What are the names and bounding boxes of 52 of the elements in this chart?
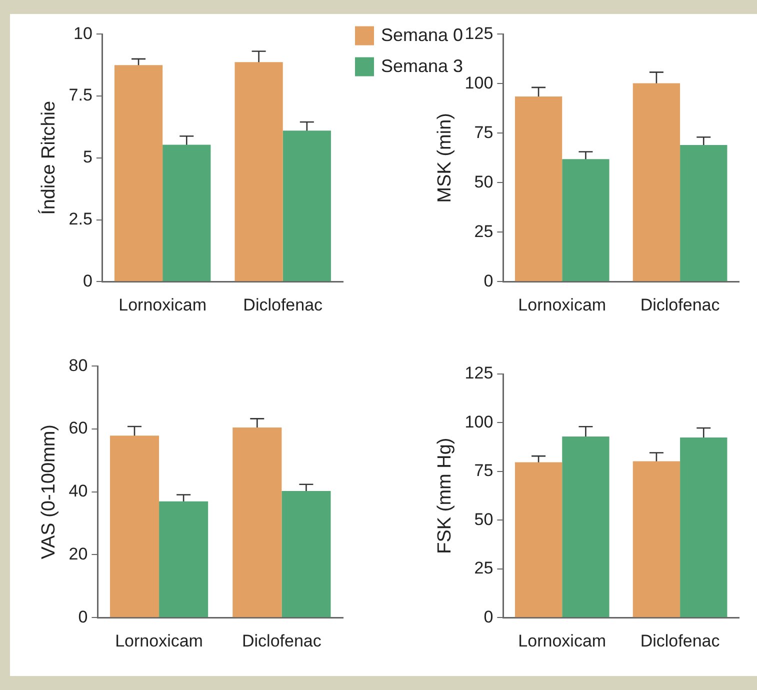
y-tick-label: 50 <box>474 172 494 192</box>
x-tick-label: Diclofenac <box>640 295 720 314</box>
bar <box>234 62 283 282</box>
bar <box>282 490 331 618</box>
bar <box>162 144 211 282</box>
bar <box>232 427 282 618</box>
y-tick-label: 75 <box>474 461 494 480</box>
y-tick-label: 100 <box>464 412 494 432</box>
y-tick-label: 7.5 <box>68 86 92 105</box>
y-tick-label: 50 <box>474 510 494 529</box>
y-tick-label: 20 <box>68 544 88 564</box>
y-tick-label: 80 <box>68 356 88 375</box>
y-tick-label: 0 <box>78 607 88 626</box>
y-tick-label: 0 <box>82 271 92 290</box>
x-tick-label: Diclofenac <box>242 631 322 650</box>
x-tick-label: Lornoxicam <box>518 295 606 314</box>
bar <box>282 130 331 282</box>
bar <box>114 65 163 282</box>
y-axis-title: VAS (0-100mm) <box>38 424 60 560</box>
x-tick-label: Diclofenac <box>640 631 720 650</box>
y-tick-label: 100 <box>464 73 494 92</box>
x-tick-label: Lornoxicam <box>115 631 203 650</box>
y-tick-label: 0 <box>484 607 494 626</box>
bar <box>562 436 610 618</box>
bar <box>680 438 728 618</box>
bar <box>632 461 680 618</box>
y-tick-label: 10 <box>74 24 92 43</box>
legend-label: Semana 0 <box>381 25 464 46</box>
y-tick-label: 125 <box>464 24 494 43</box>
x-tick-label: Lornoxicam <box>118 295 207 314</box>
x-tick-label: Lornoxicam <box>518 631 606 650</box>
y-axis-title: MSK (min) <box>434 113 456 203</box>
bar <box>632 83 680 282</box>
y-tick-label: 0 <box>484 271 494 290</box>
y-axis-title: FSK (mm Hg) <box>434 438 456 554</box>
y-tick-label: 125 <box>464 364 494 383</box>
y-tick-label: 75 <box>474 122 494 142</box>
bar <box>514 462 562 618</box>
y-tick-label: 25 <box>474 222 494 241</box>
y-tick-label: 40 <box>68 482 88 501</box>
y-tick-label: 5 <box>82 148 92 167</box>
bar <box>680 145 728 282</box>
y-tick-label: 25 <box>474 558 494 578</box>
bar <box>159 501 208 618</box>
legend-label: Semana 3 <box>381 56 464 76</box>
x-tick-label: Diclofenac <box>243 295 324 314</box>
bar <box>514 96 562 282</box>
y-axis-title: Índice Ritchie <box>38 100 60 215</box>
bar <box>110 436 160 618</box>
bar <box>562 159 610 282</box>
y-tick-label: 2.5 <box>68 209 92 228</box>
y-tick-label: 60 <box>68 418 88 438</box>
